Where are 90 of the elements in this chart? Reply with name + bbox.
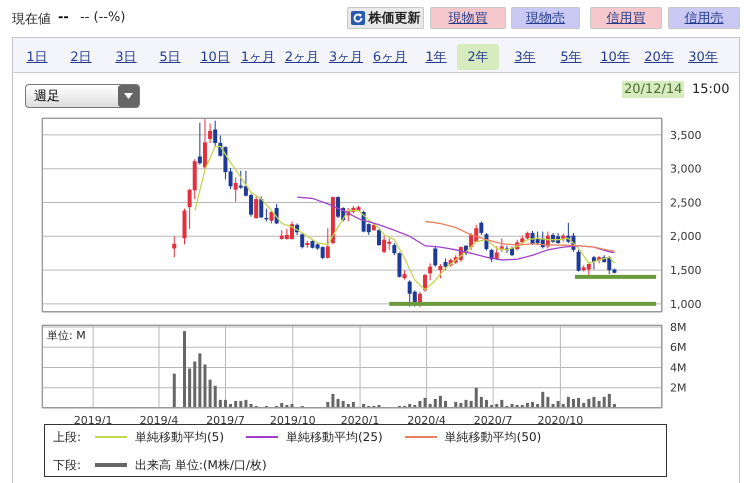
text: -- (--%): [80, 10, 126, 25]
bar: [546, 396, 550, 408]
y-tick-label: 8M: [670, 320, 686, 334]
bar: [172, 374, 176, 408]
candlestick: [208, 122, 212, 144]
y-tick-label: 6M: [670, 341, 686, 354]
text: 3ヶ月: [328, 49, 364, 67]
bar: [331, 394, 334, 408]
bar: [608, 394, 611, 408]
bar: [203, 364, 206, 408]
candlestick: [254, 196, 258, 220]
legend-label: 単純移動平均(50): [444, 428, 542, 446]
x-tick-label: 2019/4: [140, 414, 178, 427]
candlestick: [376, 229, 381, 246]
y-tick-label: 1,000: [670, 298, 702, 311]
x-tick-label: 2019/7: [206, 414, 245, 427]
bar: [214, 386, 217, 408]
candlestick: [402, 270, 407, 280]
text: 20/12/14: [622, 81, 684, 98]
legend-label: 単純移動平均(25): [286, 428, 383, 446]
candlestick: [300, 232, 304, 249]
text: 現在値: [12, 11, 51, 28]
text: 2年: [457, 44, 499, 70]
y-tick-label: 2,000: [670, 230, 702, 244]
bar: [602, 396, 606, 408]
annotation: 単位: M: [47, 328, 86, 343]
text: 20年: [643, 49, 675, 67]
x-tick-label: 2020/4: [407, 414, 446, 427]
candlestick: [264, 208, 268, 222]
text: 30年: [687, 49, 719, 67]
text: 1ヶ月: [240, 49, 276, 67]
line-series: [424, 220, 616, 252]
x-tick-label: 2019/10: [270, 414, 316, 427]
y-tick-label: 3,000: [670, 162, 702, 176]
x-tick-label: 2020/1: [340, 414, 380, 427]
text: 10日: [199, 49, 231, 67]
bar: [480, 396, 483, 408]
legend-title: 下段:: [53, 456, 82, 474]
bar: [188, 368, 192, 408]
text: 3年: [513, 49, 537, 67]
text: 株価更新: [368, 10, 420, 27]
candlestick: [433, 246, 438, 268]
text: 2日: [69, 49, 93, 67]
x-tick-label: 2019/1: [74, 414, 113, 427]
y-tick-label: 4M: [670, 361, 686, 374]
bar: [183, 331, 186, 408]
text: --: [58, 10, 69, 25]
bar: [474, 388, 478, 408]
bar: [193, 361, 196, 408]
legend-label: 出来高 単位:(M株/口/枚): [135, 456, 267, 474]
candlestick: [392, 242, 396, 256]
candlestick: [479, 220, 484, 236]
candlestick: [428, 262, 432, 281]
text: 1年: [424, 49, 448, 67]
text: 2ヶ月: [284, 49, 320, 67]
text: 15:00: [692, 82, 730, 97]
candlestick: [172, 236, 176, 258]
candlestick: [270, 210, 274, 224]
candlestick: [397, 252, 402, 278]
legend-title: 上段:: [53, 428, 82, 446]
candlestick: [444, 258, 448, 271]
y-tick-label: 2,500: [670, 196, 702, 210]
text: 3日: [114, 49, 138, 67]
text: 10年: [599, 49, 631, 67]
y-tick-label: 3,500: [670, 128, 702, 142]
bar: [592, 396, 596, 408]
text: 1日: [25, 49, 49, 67]
x-tick-label: 2020/7: [474, 414, 512, 427]
candlestick: [234, 176, 238, 202]
candlestick: [213, 120, 218, 147]
bar: [208, 380, 212, 408]
candlestick: [198, 122, 202, 166]
candlestick: [326, 228, 330, 260]
candlestick: [494, 246, 499, 260]
bar: [541, 392, 544, 408]
bar: [438, 396, 442, 408]
legend-label: 単純移動平均(5): [135, 428, 224, 446]
x-tick-label: 2020/10: [538, 414, 584, 427]
text: 5日: [158, 49, 182, 67]
candlestick: [576, 249, 581, 272]
candlestick: [259, 196, 264, 219]
line-series: [296, 196, 616, 261]
y-tick-label: 2M: [670, 382, 686, 395]
text: 週足: [25, 84, 140, 108]
text: 5年: [559, 49, 583, 67]
bar: [566, 396, 570, 408]
y-tick-label: 1,500: [670, 264, 702, 277]
text: 6ヶ月: [372, 49, 408, 67]
bar: [198, 353, 202, 408]
candlestick: [438, 264, 442, 279]
